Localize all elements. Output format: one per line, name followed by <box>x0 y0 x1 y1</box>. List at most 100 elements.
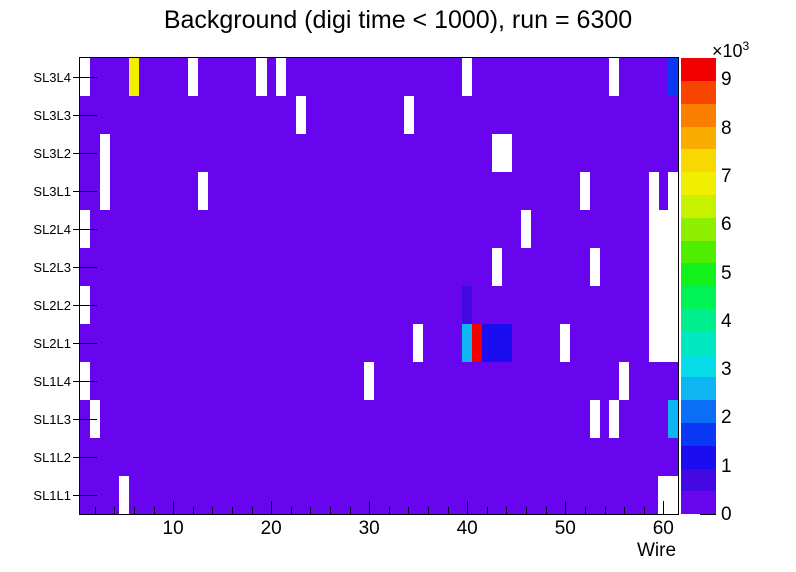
palette-band <box>681 286 716 310</box>
x-axis-minor-tick <box>428 507 429 514</box>
heatmap-empty-cell <box>648 172 659 210</box>
x-axis-tick-label: 60 <box>652 518 674 539</box>
heatmap-empty-cell <box>668 324 679 362</box>
palette-band <box>681 149 716 173</box>
heatmap-plot-area <box>79 57 679 515</box>
palette-tick-label: 6 <box>721 214 732 236</box>
y-axis-tick <box>73 229 97 230</box>
x-axis-tick <box>271 501 273 514</box>
color-palette-bar <box>681 58 716 515</box>
palette-band <box>681 126 716 150</box>
x-axis-minor-tick <box>526 507 527 514</box>
x-axis-minor-tick <box>330 507 331 514</box>
x-axis-minor-tick <box>584 507 586 514</box>
heatmap-empty-cell <box>491 248 502 286</box>
y-axis-label: SL1L3 <box>33 411 71 427</box>
heatmap-hot-cell <box>491 324 502 362</box>
heatmap-empty-cell <box>609 400 620 438</box>
x-axis-tick-label: 40 <box>456 518 478 539</box>
heatmap-empty-cell <box>668 248 679 286</box>
heatmap-empty-cell <box>589 400 600 438</box>
palette-tick-label: 2 <box>721 407 732 429</box>
palette-band <box>681 217 716 241</box>
x-axis-minor-tick <box>290 507 292 514</box>
palette-band <box>681 172 716 196</box>
heatmap-empty-cell <box>364 362 375 400</box>
palette-band <box>681 263 716 287</box>
heatmap-empty-cell <box>521 210 532 248</box>
plot-title: Background (digi time < 1000), run = 630… <box>163 6 633 34</box>
heatmap-empty-cell <box>462 58 473 96</box>
palette-band <box>681 445 716 469</box>
heatmap-empty-cell <box>658 476 669 514</box>
y-axis-tick <box>73 343 97 344</box>
heatmap-empty-cell <box>658 324 669 362</box>
x-axis-tick <box>467 501 469 514</box>
x-axis-minor-tick <box>232 507 233 514</box>
heatmap-empty-cell <box>99 134 110 172</box>
palette-tick-label: 1 <box>721 455 732 477</box>
heatmap-empty-cell <box>413 324 424 362</box>
y-axis-label: SL1L1 <box>33 487 71 503</box>
y-axis-label: SL3L1 <box>33 183 71 199</box>
palette-band <box>681 354 716 378</box>
y-axis-label: SL1L2 <box>33 449 71 465</box>
palette-band <box>681 58 716 82</box>
x-axis-tick-label: 50 <box>554 518 576 539</box>
x-axis-tick <box>565 501 567 514</box>
palette-tick-label: 0 <box>721 504 732 525</box>
heatmap-hot-cell <box>668 400 679 438</box>
x-axis-minor-tick <box>114 507 116 514</box>
heatmap-empty-cell <box>276 58 287 96</box>
palette-tick <box>700 514 716 515</box>
palette-tick-label: 5 <box>721 262 732 284</box>
y-axis-tick <box>73 77 97 78</box>
palette-band <box>681 240 716 264</box>
palette-scale-label: ×103 <box>712 39 750 61</box>
palette-band <box>681 331 716 355</box>
y-axis-label: SL3L4 <box>33 69 71 85</box>
heatmap-empty-cell <box>119 476 130 514</box>
palette-band <box>681 377 716 401</box>
palette-band <box>681 80 716 104</box>
x-axis-tick-label: 20 <box>260 518 282 539</box>
palette-tick-label: 3 <box>721 359 732 381</box>
palette-band <box>681 308 716 332</box>
heatmap-empty-cell <box>491 134 502 172</box>
x-axis-minor-tick <box>251 507 253 514</box>
heatmap-empty-cell <box>579 172 591 210</box>
heatmap-empty-cell <box>648 210 659 248</box>
heatmap-empty-cell <box>99 172 110 210</box>
heatmap-hot-cell <box>501 324 512 362</box>
heatmap-empty-cell <box>560 324 571 362</box>
palette-band <box>681 400 716 424</box>
x-axis-minor-tick <box>212 507 214 514</box>
heatmap-empty-cell <box>609 58 620 96</box>
y-axis-tick <box>73 495 97 496</box>
heatmap-empty-cell <box>668 210 679 248</box>
heatmap-empty-cell <box>668 476 679 514</box>
y-axis-label: SL1L4 <box>33 373 71 389</box>
y-axis-label: SL3L3 <box>33 107 71 123</box>
heatmap-empty-cell <box>295 96 306 134</box>
palette-band <box>681 491 716 515</box>
y-axis-tick <box>73 457 97 458</box>
heatmap-hot-cell <box>129 58 140 96</box>
heatmap-hot-cell <box>668 58 679 96</box>
x-axis-minor-tick <box>624 507 626 514</box>
x-axis-tick-label: 30 <box>358 518 380 539</box>
x-axis-minor-tick <box>408 507 410 514</box>
heatmap-hot-cell <box>481 324 493 362</box>
palette-tick-label: 4 <box>721 310 732 332</box>
heatmap-empty-cell <box>668 172 679 210</box>
heatmap-empty-cell <box>658 248 669 286</box>
heatmap-empty-cell <box>256 58 267 96</box>
x-axis-minor-tick <box>486 507 488 514</box>
heatmap-empty-cell <box>658 210 669 248</box>
heatmap-empty-cell <box>668 286 679 324</box>
palette-tick-label: 9 <box>721 69 732 91</box>
y-axis-label: SL2L4 <box>33 221 71 237</box>
palette-band <box>681 422 716 446</box>
x-axis-minor-tick <box>604 507 606 514</box>
